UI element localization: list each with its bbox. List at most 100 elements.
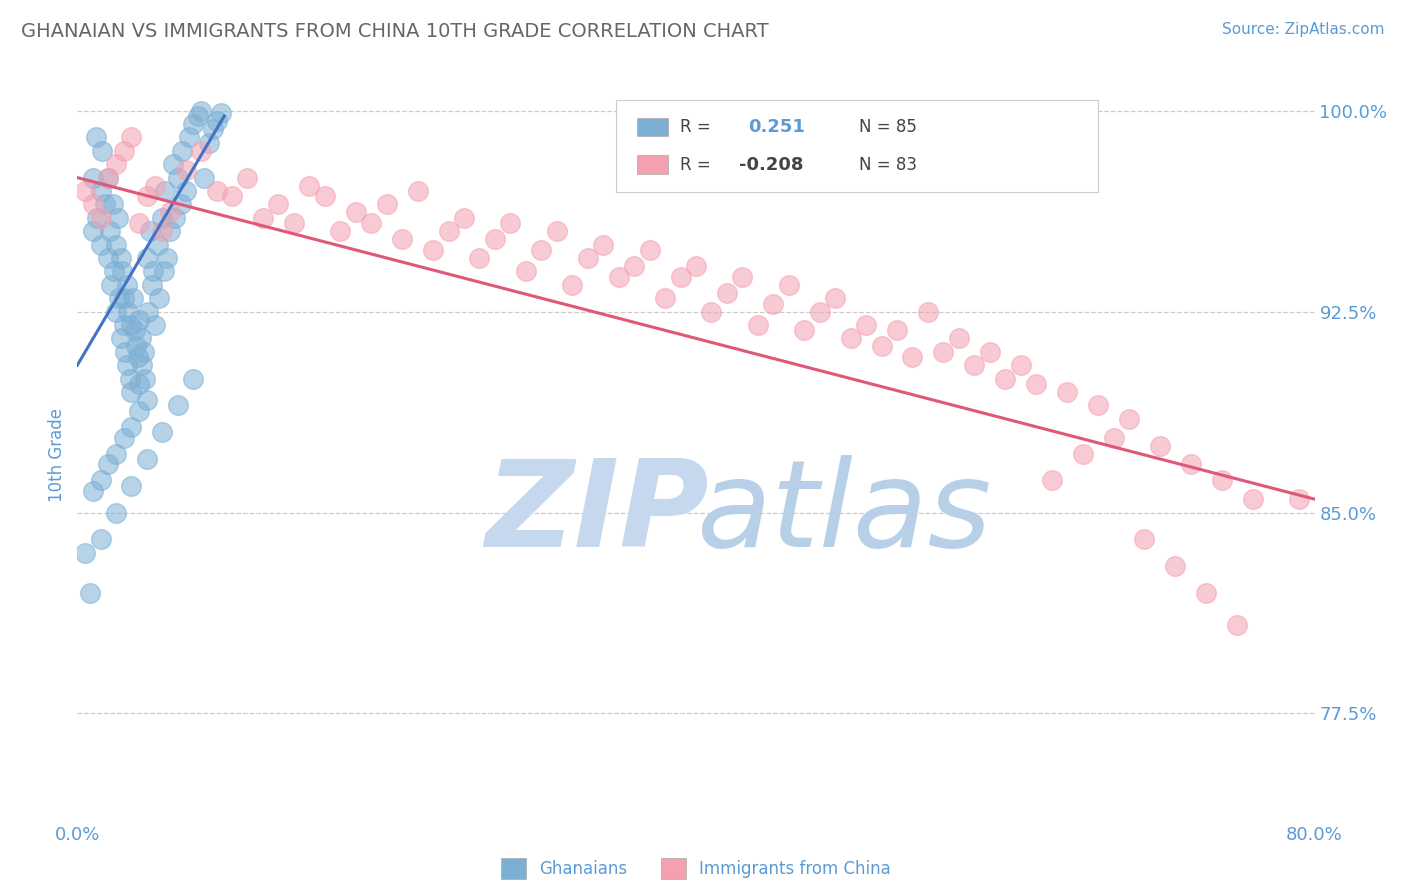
Point (122, 291, 145, 305)
Point (103, 264, 125, 278)
Point (163, 211, 186, 225)
Point (174, 184, 197, 198)
Point (344, 205, 367, 219)
Point (561, 277, 583, 292)
Point (1010, 358, 1032, 372)
Point (453, 211, 475, 225)
Text: atlas: atlas (697, 455, 993, 572)
Point (1180, 458, 1202, 472)
Point (128, 403, 150, 417)
Point (177, 130, 200, 145)
Point (1087, 398, 1109, 412)
Point (121, 130, 143, 145)
Point (97, 251, 120, 265)
FancyBboxPatch shape (637, 118, 668, 136)
Point (90, 237, 111, 252)
Point (808, 304, 831, 318)
Point (108, 291, 131, 305)
Point (100, 277, 122, 292)
Point (190, 103, 212, 118)
Point (155, 184, 177, 198)
Point (110, 331, 132, 345)
Point (1149, 438, 1171, 452)
Point (1226, 618, 1249, 632)
Point (221, 189, 243, 203)
Point (97, 170, 120, 185)
Point (75, 546, 96, 560)
Point (148, 291, 170, 305)
Point (170, 197, 193, 211)
Point (183, 117, 205, 131)
Point (82, 197, 104, 211)
Point (128, 376, 150, 391)
Point (391, 232, 413, 246)
Point (932, 344, 955, 359)
Text: GHANAIAN VS IMMIGRANTS FROM CHINA 10TH GRADE CORRELATION CHART: GHANAIAN VS IMMIGRANTS FROM CHINA 10TH G… (21, 22, 769, 41)
Point (1211, 474, 1233, 488)
Point (654, 291, 676, 305)
Point (138, 304, 160, 318)
Point (84, 130, 107, 145)
Point (1102, 430, 1125, 444)
Point (128, 216, 150, 230)
Point (98, 224, 121, 238)
Point (110, 251, 132, 265)
Point (375, 197, 398, 211)
Point (515, 264, 537, 278)
Point (917, 304, 939, 318)
Point (79, 586, 101, 600)
Point (187, 109, 209, 123)
Point (153, 264, 176, 278)
Point (855, 318, 877, 332)
Text: -0.208: -0.208 (740, 155, 804, 174)
Point (963, 358, 986, 372)
Point (298, 178, 321, 193)
Text: ZIP: ZIP (485, 455, 709, 572)
Text: 0.251: 0.251 (748, 119, 804, 136)
Point (112, 430, 135, 444)
Point (209, 106, 232, 120)
Text: R =: R = (681, 119, 716, 136)
Point (136, 392, 159, 407)
Point (205, 114, 228, 128)
Point (111, 264, 134, 278)
Point (700, 304, 723, 318)
Point (267, 197, 290, 211)
Point (193, 170, 215, 185)
Point (136, 189, 159, 203)
Point (1025, 376, 1047, 391)
Point (82, 224, 104, 238)
Point (86, 211, 108, 225)
Point (731, 269, 754, 284)
Point (90, 211, 111, 225)
Point (747, 318, 769, 332)
Point (530, 243, 553, 257)
Point (1118, 411, 1140, 425)
Text: N = 83: N = 83 (859, 155, 917, 174)
Point (146, 237, 169, 252)
Point (121, 479, 143, 493)
Point (121, 419, 143, 434)
Point (172, 144, 194, 158)
Point (131, 358, 153, 372)
Point (112, 291, 135, 305)
Point (623, 259, 645, 273)
Point (1241, 492, 1264, 507)
Point (162, 157, 184, 171)
Point (134, 371, 156, 385)
Point (870, 339, 893, 353)
Point (839, 331, 862, 345)
Point (90, 533, 111, 547)
Text: R =: R = (681, 155, 716, 174)
Point (638, 243, 661, 257)
Point (1195, 586, 1218, 600)
Point (685, 259, 707, 273)
Point (156, 251, 179, 265)
Point (105, 506, 127, 520)
Point (198, 136, 221, 150)
Point (716, 285, 738, 300)
Point (1133, 533, 1156, 547)
Point (112, 144, 135, 158)
Point (1071, 446, 1094, 460)
Point (360, 216, 382, 230)
